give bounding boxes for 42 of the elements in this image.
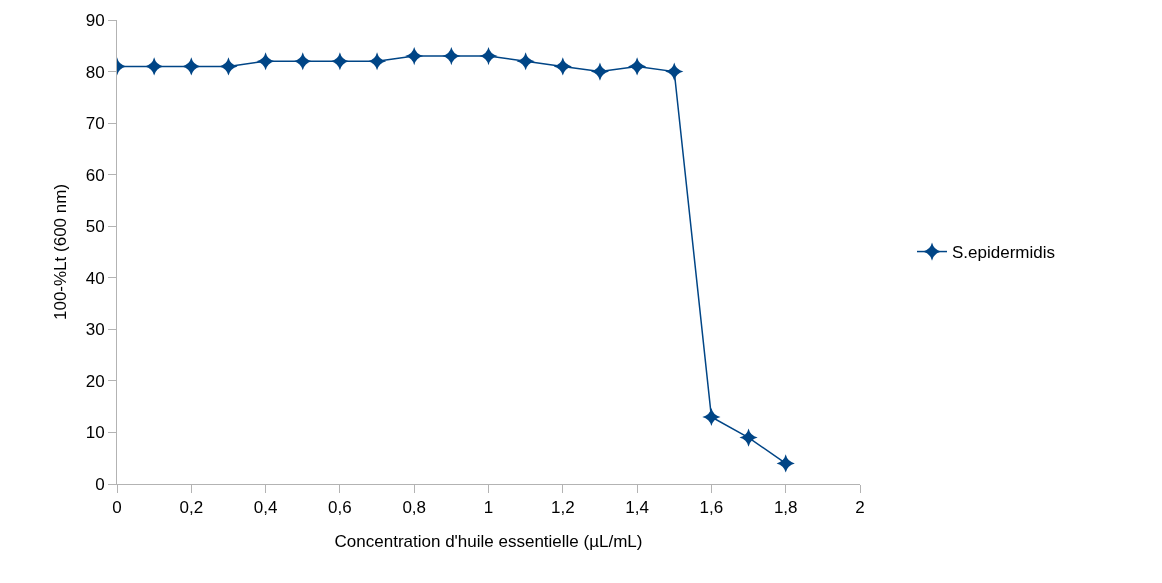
point <box>405 46 424 66</box>
x-tick-label: 0,6 <box>328 498 352 518</box>
y-tick-label: 40 <box>85 268 105 288</box>
point <box>739 428 758 447</box>
x-tick-label: 0 <box>112 498 122 518</box>
point <box>182 57 201 76</box>
point <box>702 407 721 427</box>
y-tick-label: 90 <box>85 10 105 30</box>
point <box>367 52 387 71</box>
point <box>145 57 164 76</box>
y-axis-title: 100-%Lt (600 nm) <box>51 183 71 321</box>
point <box>516 52 535 71</box>
point <box>256 52 275 71</box>
x-tick-label: 1,2 <box>550 498 575 518</box>
point <box>442 46 461 66</box>
point <box>553 57 572 76</box>
point <box>479 46 498 66</box>
x-tick-label: 2 <box>855 498 865 518</box>
legend-label: S.epidermidis <box>952 243 1056 263</box>
y-tick-label: 0 <box>95 474 105 494</box>
point <box>628 57 647 76</box>
y-tick-label: 30 <box>85 320 105 340</box>
point <box>590 62 610 81</box>
y-tick-label: 70 <box>85 114 105 134</box>
y-tick-label: 80 <box>85 62 105 82</box>
x-tick-label: 0,8 <box>402 498 427 518</box>
x-tick-label: 1,4 <box>625 498 649 518</box>
point <box>665 62 684 81</box>
x-tick-label: 0,4 <box>253 498 278 518</box>
y-tick-label: 50 <box>85 217 105 237</box>
point <box>330 52 349 71</box>
y-tick-label: 60 <box>85 165 105 185</box>
y-tick-label: 20 <box>85 371 105 391</box>
point <box>776 454 795 473</box>
point <box>293 52 312 71</box>
x-tick-label: 0,2 <box>179 498 204 518</box>
x-tick-label: 1 <box>483 498 494 518</box>
y-tick-label: 10 <box>85 423 105 443</box>
point <box>219 57 238 76</box>
x-axis-title: Concentration d'huile essentielle (µL/mL) <box>334 531 643 551</box>
x-tick-label: 1,8 <box>773 498 798 518</box>
x-tick-label: 1,6 <box>699 498 724 518</box>
